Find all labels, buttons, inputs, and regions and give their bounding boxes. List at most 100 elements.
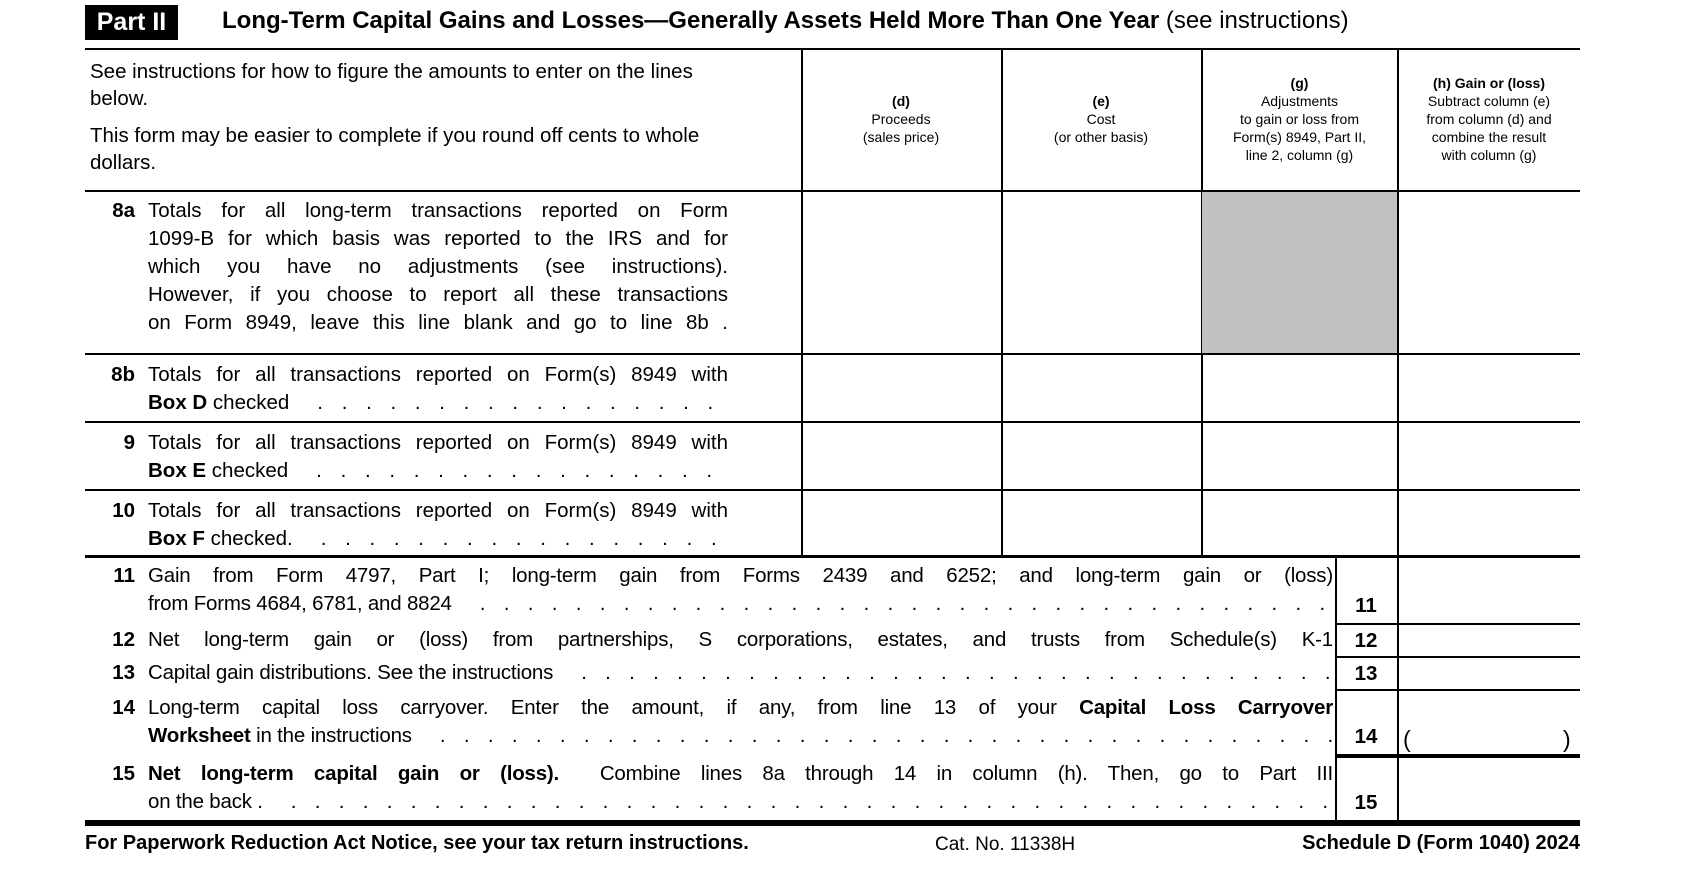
line-8b-description: Totals for all transactions reported on … bbox=[148, 361, 728, 417]
col-d-text: Proceeds (sales price) bbox=[862, 111, 940, 145]
rule-col-g-h bbox=[1397, 48, 1399, 557]
col-h-text: Subtract column (e) from column (d) and … bbox=[1426, 93, 1552, 163]
line-9-rest: checked bbox=[206, 459, 289, 482]
line-11-box-number: 11 bbox=[1355, 594, 1377, 617]
header-instructions-p1: See instructions for how to figure the a… bbox=[90, 60, 693, 110]
line-12-amount-cell[interactable] bbox=[1399, 625, 1580, 656]
line-11-text-2: from Forms 4684, 6781, and 8824 . . . . .… bbox=[148, 590, 1333, 618]
dot-leader: . . . . . . . . . . . . . . . . . . . . … bbox=[479, 592, 1333, 615]
line-13-text: Capital gain distributions. See the inst… bbox=[148, 661, 554, 684]
rule-table-top bbox=[85, 48, 1580, 50]
rule-8a-bottom bbox=[85, 353, 1580, 355]
line-14-box-number: 14 bbox=[1354, 725, 1378, 748]
line-15-text-1: Net long-term capital gain or (loss). Co… bbox=[148, 760, 1333, 788]
line-14-bold-1: Capital Loss Carryover bbox=[1079, 696, 1333, 719]
line-11-description: Gain from Form 4797, Part I; long-term g… bbox=[148, 562, 1333, 618]
line-14-amount-cell[interactable] bbox=[1399, 691, 1580, 754]
line-8b-cost-cell[interactable] bbox=[1003, 355, 1199, 421]
column-header-proceeds: (d) Proceeds (sales price) bbox=[803, 48, 999, 190]
footer-catalog-number: Cat. No. 11338H bbox=[935, 834, 1076, 855]
footer-paperwork-notice: For Paperwork Reduction Act Notice, see … bbox=[85, 832, 749, 854]
line-15-description: Net long-term capital gain or (loss). Co… bbox=[148, 760, 1333, 816]
line-15-box-number: 15 bbox=[1354, 791, 1378, 814]
rule-numbox-left bbox=[1335, 557, 1337, 821]
line-9-text-1: Totals for all transactions reported on … bbox=[148, 431, 728, 454]
col-g-text: Adjustments to gain or loss from Form(s)… bbox=[1232, 93, 1367, 163]
line-9-cost-cell[interactable] bbox=[1003, 423, 1199, 489]
col-g-tag: (g) bbox=[1290, 75, 1309, 91]
col-e-text: Cost (or other basis) bbox=[1053, 111, 1149, 145]
line-12-description: Net long-term gain or (loss) from partne… bbox=[148, 628, 1333, 651]
line-14-rest: in the instructions bbox=[250, 724, 412, 747]
column-header-gain-loss: (h) Gain or (loss) Subtract column (e) f… bbox=[1399, 48, 1579, 190]
part-ii-badge: Part II bbox=[85, 5, 178, 40]
rule-numbox-right bbox=[1397, 557, 1399, 821]
line-10-text-1: Totals for all transactions reported on … bbox=[148, 499, 728, 522]
line-8b-gain-loss-cell[interactable] bbox=[1399, 355, 1580, 421]
col-d-tag: (d) bbox=[892, 93, 910, 109]
line-8b-bold: Box D bbox=[148, 391, 208, 414]
dot-leader: . . . . . . . . . . . . . . . . . . . . … bbox=[316, 459, 728, 482]
line-15-amount-cell[interactable] bbox=[1399, 758, 1580, 820]
line-8b-adjustments-cell[interactable] bbox=[1203, 355, 1396, 421]
line-11-amount-cell[interactable] bbox=[1399, 558, 1580, 623]
line-9-adjustments-cell[interactable] bbox=[1203, 423, 1396, 489]
line-11-text-1: Gain from Form 4797, Part I; long-term g… bbox=[148, 564, 1333, 587]
line-14-bold-2: Worksheet bbox=[148, 724, 251, 747]
column-header-adjustments: (g) Adjustments to gain or loss from For… bbox=[1203, 48, 1396, 190]
line-9-description: Totals for all transactions reported on … bbox=[148, 429, 728, 485]
line-9-proceeds-cell[interactable] bbox=[803, 423, 999, 489]
line-8a-cost-cell[interactable] bbox=[1003, 192, 1199, 353]
dot-leader: . . . . . . . . . . . . . . . . . . . . … bbox=[317, 391, 728, 414]
part-title-text: Long-Term Capital Gains and Losses—Gener… bbox=[222, 7, 1160, 34]
rule-8b-bottom bbox=[85, 421, 1580, 423]
column-header-cost: (e) Cost (or other basis) bbox=[1003, 48, 1199, 190]
line-12-box-number: 12 bbox=[1354, 628, 1378, 652]
line-14-description: Long-term capital loss carryover. Enter … bbox=[148, 694, 1333, 750]
part-title: Long-Term Capital Gains and Losses—Gener… bbox=[222, 7, 1349, 35]
rule-10-bottom bbox=[85, 555, 1580, 558]
rule-14-bottom bbox=[1335, 754, 1580, 758]
col-e-tag: (e) bbox=[1092, 93, 1110, 109]
header-instructions: See instructions for how to figure the a… bbox=[90, 58, 730, 176]
line-10-gain-loss-cell[interactable] bbox=[1399, 491, 1580, 555]
line-8b-text-1: Totals for all transactions reported on … bbox=[148, 363, 728, 386]
dot-leader: . . . . . . . . . . . . . . . . . . . . … bbox=[439, 724, 1333, 747]
line-13-description: Capital gain distributions. See the inst… bbox=[148, 659, 1333, 687]
line-14-paren-close: ) bbox=[1563, 726, 1571, 752]
rule-table-bottom bbox=[85, 820, 1580, 826]
line-15-bold: Net long-term capital gain or (loss). bbox=[148, 762, 560, 785]
line-8b-number: 8b bbox=[111, 363, 135, 386]
col-h-tag: (h) Gain or (loss) bbox=[1433, 75, 1545, 91]
line-11-number: 11 bbox=[113, 564, 135, 587]
line-8a-number: 8a bbox=[112, 199, 135, 222]
rule-header-bottom bbox=[85, 190, 1580, 192]
line-14-pre: Long-term capital loss carryover. Enter … bbox=[148, 696, 1080, 719]
rule-col-desc-d bbox=[801, 48, 803, 557]
line-8a-gain-loss-cell[interactable] bbox=[1399, 192, 1580, 353]
dot-leader: . . . . . . . . . . . . . . . . . . . . … bbox=[320, 527, 728, 550]
rule-12-bottom bbox=[1335, 656, 1580, 658]
line-13-amount-cell[interactable] bbox=[1399, 658, 1580, 689]
rule-9-bottom bbox=[85, 489, 1580, 491]
footer-form-id: Schedule D (Form 1040) 2024 bbox=[1302, 832, 1580, 854]
line-10-cost-cell[interactable] bbox=[1003, 491, 1199, 555]
line-15-text-2: on the back . . . . . . . . . . . . . . .… bbox=[148, 788, 1333, 816]
line-10-description: Totals for all transactions reported on … bbox=[148, 497, 728, 553]
line-10-text-2: Box F checked. . . . . . . . . . . . . . … bbox=[148, 525, 728, 553]
line-8b-text-2: Box D checked . . . . . . . . . . . . . .… bbox=[148, 389, 728, 417]
line-8b-proceeds-cell[interactable] bbox=[803, 355, 999, 421]
line-15-rest: Combine lines 8a through 14 in column (h… bbox=[559, 762, 1333, 785]
line-14-text-1: Long-term capital loss carryover. Enter … bbox=[148, 694, 1333, 722]
line-10-proceeds-cell[interactable] bbox=[803, 491, 999, 555]
line-15-text-2-label: on the back . bbox=[148, 790, 263, 813]
line-8b-rest: checked bbox=[207, 391, 290, 414]
line-9-number: 9 bbox=[123, 431, 135, 454]
line-8a-description: Totals for all long-term transactions re… bbox=[148, 199, 728, 334]
line-10-adjustments-cell[interactable] bbox=[1203, 491, 1396, 555]
line-14-paren-open: ( bbox=[1403, 726, 1411, 752]
line-8a-proceeds-cell[interactable] bbox=[803, 192, 999, 353]
line-9-gain-loss-cell[interactable] bbox=[1399, 423, 1580, 489]
line-9-text-2: Box E checked . . . . . . . . . . . . . .… bbox=[148, 457, 728, 485]
